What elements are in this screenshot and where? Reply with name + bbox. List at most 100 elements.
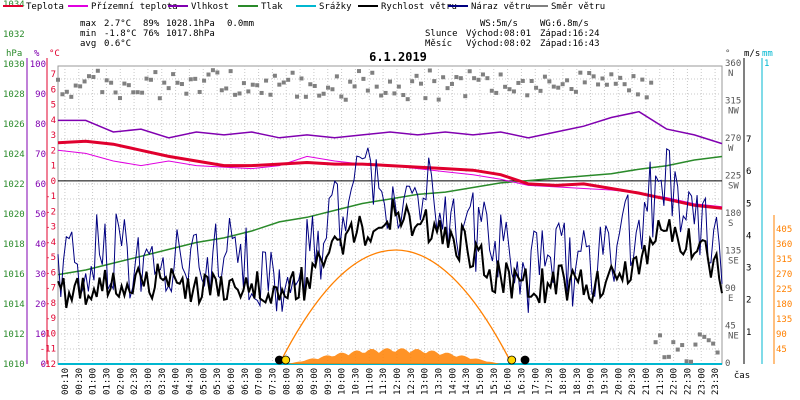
temperature-tick-label: -1: [45, 192, 56, 202]
wind-direction-point: [246, 89, 251, 94]
x-tick-label: 08:30: [296, 368, 306, 395]
x-tick-label: 05:30: [213, 368, 223, 395]
wind-direction-point: [631, 74, 636, 79]
rain-tick-label: 1: [764, 59, 769, 69]
x-tick-label: 19:30: [600, 368, 610, 395]
wind-tick-label: 1: [746, 328, 751, 338]
wind-direction-point: [109, 80, 114, 85]
pressure-tick-label: 1026: [3, 120, 25, 130]
x-tick-label: 22:00: [670, 368, 680, 395]
wind-direction-point: [485, 76, 490, 81]
stats-min-temp: -1.8°C: [104, 29, 137, 39]
direction-tick-label: 45: [725, 322, 736, 332]
direction-tick-label: 90: [725, 284, 736, 294]
x-tick-label: 16:00: [504, 368, 514, 395]
x-tick-label: 11:00: [365, 368, 375, 395]
wind-direction-point: [233, 92, 238, 97]
wind-direction-point: [140, 90, 145, 95]
sun-moon-marker: [507, 355, 517, 365]
wind-direction-point: [144, 76, 149, 81]
temperature-tick-label: -3: [45, 223, 56, 233]
wind-direction-point: [507, 87, 512, 92]
wind-direction-point: [299, 76, 304, 81]
wind-direction-point: [613, 81, 618, 86]
wind-direction-point: [78, 84, 83, 89]
solar-tick-label: 225: [776, 285, 792, 295]
wind-direction-point: [56, 77, 60, 82]
solar-tick-label: 270: [776, 270, 792, 280]
wind-direction-point: [432, 79, 437, 84]
wind-direction-point: [675, 347, 680, 352]
x-tick-label: 07:00: [255, 368, 265, 395]
wind-direction-point: [658, 333, 663, 338]
wind-direction-point: [100, 90, 105, 95]
stats-avg-temp: 0.6°C: [104, 39, 131, 49]
legend-label-direction: Směr větru: [551, 2, 605, 12]
wind-direction-point: [396, 84, 401, 89]
x-tick-label: 22:30: [683, 368, 693, 395]
wind-direction-point: [565, 78, 570, 83]
humidity-tick-label: 60: [35, 180, 46, 190]
wind-direction-point: [69, 94, 74, 99]
sun-moon-marker: [281, 355, 291, 365]
x-tick-label: 04:00: [172, 368, 182, 395]
x-tick-label: 17:30: [545, 368, 555, 395]
wind-direction-point: [343, 97, 348, 102]
series-pressure-line: [57, 155, 723, 276]
wind-direction-point: [511, 89, 516, 94]
temperature-tick-label: -10: [40, 329, 56, 339]
info-ws: WS:5m/s: [480, 19, 518, 29]
x-tick-label: 18:00: [559, 368, 569, 395]
wind-direction-point: [388, 79, 392, 84]
x-tick-label: 06:00: [227, 368, 237, 395]
wind-tick-label: 6: [746, 167, 751, 177]
direction-tick-label: 135: [725, 247, 741, 257]
wind-direction-point: [113, 90, 118, 95]
temperature-tick-label: 5: [51, 101, 56, 111]
wind-direction-point: [95, 68, 100, 73]
legend: Teplota Přízemní teplota Vlhkost Tlak Sr…: [3, 2, 605, 12]
wind-direction-point: [334, 74, 339, 79]
wind-direction-point: [702, 334, 707, 339]
humidity-tick-label: 90: [35, 90, 46, 100]
wind-direction-point: [202, 78, 207, 83]
x-tick-label: 05:00: [199, 368, 209, 395]
pressure-tick-label: 1014: [3, 300, 25, 310]
series-layer: [56, 68, 723, 365]
wind-direction-point: [153, 70, 158, 75]
humidity-tick-label: 80: [35, 120, 46, 130]
wind-direction-point: [219, 88, 224, 93]
wind-direction-point: [525, 93, 530, 98]
stats-min-press: 1017.8hPa: [166, 29, 215, 39]
stats-min-hum: 76%: [143, 29, 160, 39]
wind-direction-point: [277, 82, 282, 87]
wind-direction-point: [445, 86, 450, 91]
stats-max-hum: 89%: [143, 19, 160, 29]
wind-direction-point: [361, 76, 366, 81]
wind-direction-point: [295, 94, 300, 99]
solar-tick-label: 315: [776, 255, 792, 265]
x-axis-label: čas: [734, 370, 750, 381]
temperature-tick-label: -4: [45, 238, 56, 248]
x-tick-label: 03:00: [144, 368, 154, 395]
solar-tick-label: 405: [776, 225, 792, 235]
wind-direction-point: [454, 75, 459, 80]
info-sun-rise: Východ:08:01: [466, 29, 531, 39]
chart-title: 6.1.2019: [369, 50, 427, 64]
wind-direction-point: [538, 88, 543, 93]
wind-direction-point: [264, 78, 269, 83]
wind-direction-point: [627, 88, 632, 93]
stats-avg-label: avg: [80, 39, 96, 49]
wind-direction-point: [600, 76, 605, 81]
wind-direction-point: [463, 94, 468, 99]
solar-tick-label: 135: [776, 315, 792, 325]
direction-compass-label: E: [728, 294, 733, 304]
temperature-tick-label: 4: [51, 116, 56, 126]
x-tick-label: 14:00: [448, 368, 458, 395]
right-axis-unit: m/s: [744, 49, 760, 59]
x-tick-label: 16:30: [517, 368, 527, 395]
x-tick-label: 12:00: [393, 368, 403, 395]
temperature-tick-label: 6: [51, 85, 56, 95]
x-tick-label: 00:10: [61, 368, 71, 395]
wind-direction-point: [215, 70, 220, 75]
